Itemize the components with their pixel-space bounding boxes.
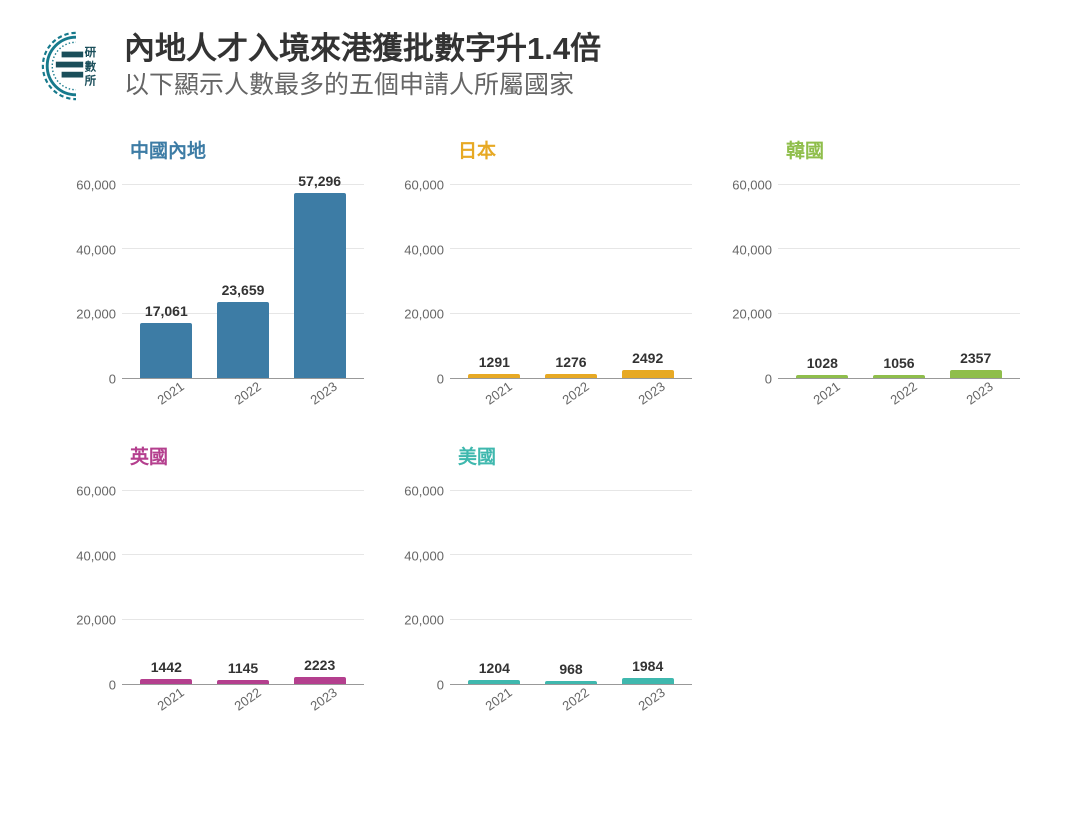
bar-wrap: 57,296: [281, 169, 358, 378]
bar-value-label: 2492: [632, 350, 663, 366]
bar-wrap: 2492: [609, 169, 686, 378]
y-tick-label: 40,000: [404, 548, 444, 563]
y-axis: 020,00040,00060,000: [388, 475, 450, 685]
bar-wrap: 23,659: [205, 169, 282, 378]
plot-area: 020,00040,00060,000129112762492: [388, 169, 692, 379]
bar-value-label: 1442: [151, 659, 182, 675]
y-tick-label: 0: [109, 372, 116, 387]
bar-value-label: 1291: [479, 354, 510, 370]
y-tick-label: 40,000: [76, 548, 116, 563]
bar-wrap: 1984: [609, 475, 686, 684]
bar-value-label: 1145: [228, 660, 258, 676]
bar: [140, 323, 192, 378]
bars-container: 1442 1145 2223: [122, 475, 364, 684]
y-tick-label: 20,000: [76, 307, 116, 322]
small-multiples-grid: 中國內地 0 20,000 40,000 60,000 17,061 23,659 57,29…: [40, 126, 1040, 708]
plot-rect: 17,061 23,659 57,296: [122, 169, 364, 379]
bar-value-label: 1276: [555, 354, 586, 370]
y-tick-label: 20,000: [76, 613, 116, 628]
plot-area: 020,00040,00060,000144211452223: [60, 475, 364, 685]
bar-wrap: 1145: [205, 475, 282, 684]
x-axis: 202120222023: [388, 685, 692, 708]
panel-title: 美國: [388, 442, 692, 469]
y-tick-label: 60,000: [76, 484, 116, 499]
header: 研 數 所 內地人才入境來港獲批數字升1.4倍 以下顯示人數最多的五個申請人所屬…: [40, 30, 1040, 102]
page-title: 內地人才入境來港獲批數字升1.4倍: [124, 30, 1040, 67]
bar-value-label: 1204: [479, 660, 510, 676]
y-axis: 020,00040,00060,000: [60, 475, 122, 685]
y-axis: 020,00040,00060,000: [60, 169, 122, 379]
svg-text:研: 研: [85, 46, 97, 59]
chart-panel: 日本 0 20,000 40,000 60,000 1291 1276 2492 2021202…: [388, 136, 692, 402]
panel-title: 日本: [388, 136, 692, 163]
bar-wrap: 1056: [861, 169, 938, 378]
bars-container: 1028 1056 2357: [778, 169, 1020, 378]
y-tick-label: 40,000: [732, 242, 772, 257]
x-axis: 202120222023: [60, 379, 364, 402]
x-axis: 202120222023: [388, 379, 692, 402]
title-block: 內地人才入境來港獲批數字升1.4倍 以下顯示人數最多的五個申請人所屬國家: [124, 30, 1040, 102]
y-tick-label: 20,000: [404, 307, 444, 322]
y-tick-label: 60,000: [76, 178, 116, 193]
bar-value-label: 1984: [632, 658, 663, 674]
y-tick-label: 40,000: [76, 242, 116, 257]
y-tick-label: 0: [437, 678, 444, 693]
bar-wrap: 17,061: [128, 169, 205, 378]
bar-wrap: 968: [533, 475, 610, 684]
y-axis: 020,00040,00060,000: [388, 169, 450, 379]
bar-value-label: 968: [559, 661, 582, 677]
plot-rect: 1028 1056 2357: [778, 169, 1020, 379]
bar-wrap: 1442: [128, 475, 205, 684]
bar: [217, 302, 269, 378]
bar-value-label: 23,659: [222, 282, 265, 298]
x-axis: 202120222023: [716, 379, 1020, 402]
bar-wrap: 1028: [784, 169, 861, 378]
bar-value-label: 1056: [883, 355, 914, 371]
bar-wrap: 1291: [456, 169, 533, 378]
bar: [294, 193, 346, 378]
panel-title: 中國內地: [60, 136, 364, 163]
y-tick-label: 60,000: [732, 178, 772, 193]
y-tick-label: 0: [109, 678, 116, 693]
x-axis: 202120222023: [60, 685, 364, 708]
plot-area: 020,00040,00060,00012049681984: [388, 475, 692, 685]
bar-wrap: 1276: [533, 169, 610, 378]
bar-value-label: 57,296: [298, 173, 341, 189]
bar-value-label: 2357: [960, 350, 991, 366]
y-tick-label: 60,000: [404, 484, 444, 499]
svg-text:數: 數: [85, 59, 97, 73]
plot-area: 020,00040,00060,000102810562357: [716, 169, 1020, 379]
plot-rect: 1442 1145 2223: [122, 475, 364, 685]
svg-text:所: 所: [85, 74, 97, 88]
panel-title: 韓國: [716, 136, 1020, 163]
panel-title: 英國: [60, 442, 364, 469]
bar-value-label: 17,061: [145, 303, 188, 319]
bar-value-label: 2223: [304, 657, 335, 673]
plot-rect: 1291 1276 2492: [450, 169, 692, 379]
y-tick-label: 40,000: [404, 242, 444, 257]
y-tick-label: 20,000: [732, 307, 772, 322]
y-tick-label: 0: [765, 372, 772, 387]
bar-value-label: 1028: [807, 355, 838, 371]
page-subtitle: 以下顯示人數最多的五個申請人所屬國家: [124, 69, 1040, 102]
y-tick-label: 0: [437, 372, 444, 387]
chart-panel: 美國 0 20,000 40,000 60,000 1204 968 1984 20212022…: [388, 442, 692, 708]
y-tick-label: 60,000: [404, 178, 444, 193]
y-axis: 020,00040,00060,000: [716, 169, 778, 379]
chart-panel: 英國 0 20,000 40,000 60,000 1442 1145 2223 2021202…: [60, 442, 364, 708]
research-institute-logo: 研 數 所: [40, 30, 112, 102]
bar-wrap: 2357: [937, 169, 1014, 378]
bars-container: 17,061 23,659 57,296: [122, 169, 364, 378]
bars-container: 1291 1276 2492: [450, 169, 692, 378]
chart-panel: 中國內地 0 20,000 40,000 60,000 17,061 23,659 57,29…: [60, 136, 364, 402]
plot-area: 020,00040,00060,00017,06123,65957,296: [60, 169, 364, 379]
chart-panel: 韓國 0 20,000 40,000 60,000 1028 1056 2357 2021202…: [716, 136, 1020, 402]
bars-container: 1204 968 1984: [450, 475, 692, 684]
bar-wrap: 2223: [281, 475, 358, 684]
y-tick-label: 20,000: [404, 613, 444, 628]
bar-wrap: 1204: [456, 475, 533, 684]
plot-rect: 1204 968 1984: [450, 475, 692, 685]
